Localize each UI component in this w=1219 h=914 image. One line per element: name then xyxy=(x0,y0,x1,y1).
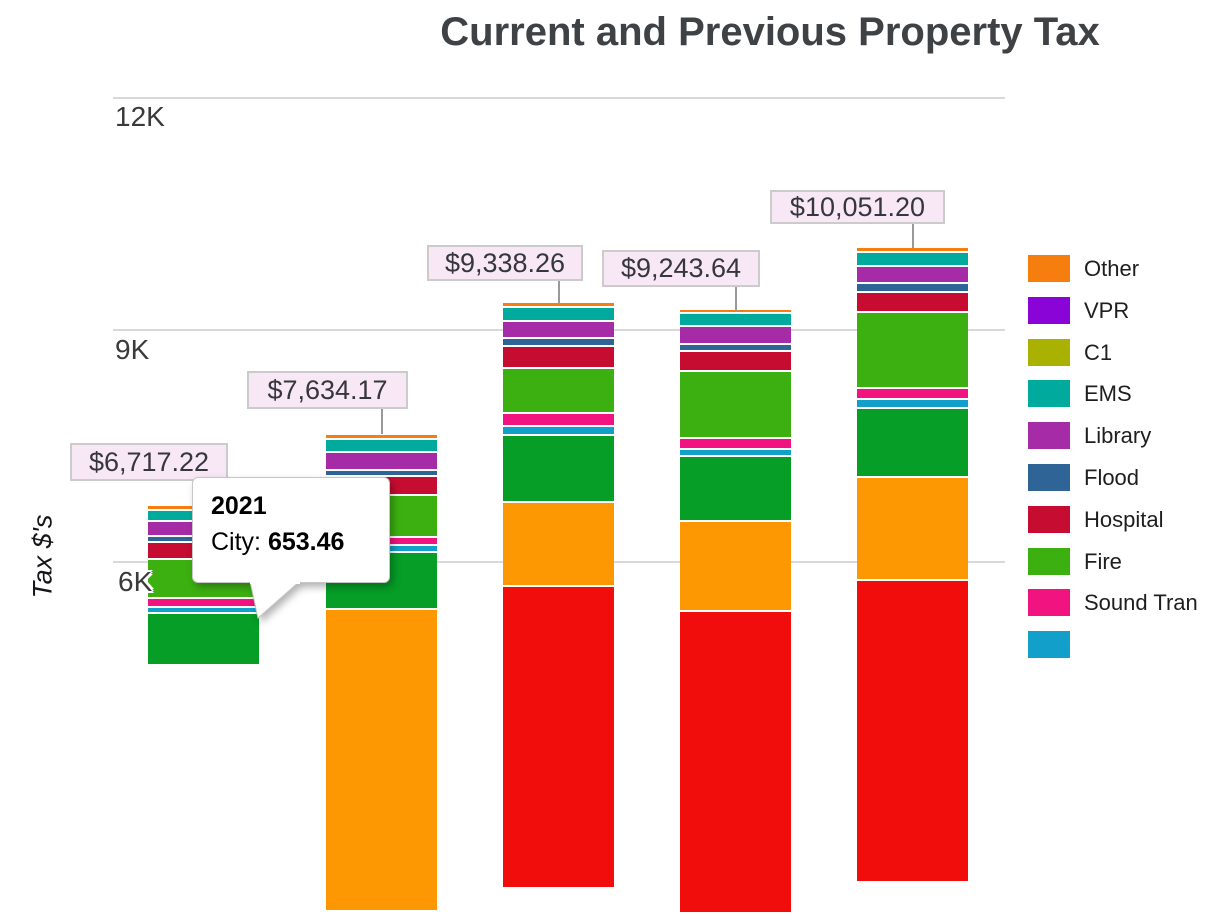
bar-segment-fire[interactable] xyxy=(503,368,614,412)
label-connector-line xyxy=(735,287,737,311)
bar-segment-other[interactable] xyxy=(503,302,614,306)
legend-swatch xyxy=(1028,631,1070,658)
legend-label: Library xyxy=(1084,422,1152,448)
bar-segment-ems[interactable] xyxy=(680,314,791,326)
bar-segment-library[interactable] xyxy=(326,452,437,469)
legend-label: Fire xyxy=(1084,548,1122,574)
tooltip-year: 2021 xyxy=(211,492,267,520)
bar-segment-other[interactable] xyxy=(326,434,437,438)
y-axis-title: Tax $'s xyxy=(27,514,58,599)
legend-swatch xyxy=(1028,506,1070,533)
legend-item-hospital[interactable]: Hospital xyxy=(1028,506,1163,533)
gridline xyxy=(113,97,1005,99)
bar-segment[interactable] xyxy=(503,426,614,434)
bar-segment-flood[interactable] xyxy=(503,338,614,345)
legend-item-c1[interactable]: C1 xyxy=(1028,339,1112,366)
bar-segment-sound-tran[interactable] xyxy=(680,439,791,449)
bar-segment-city[interactable] xyxy=(680,457,791,521)
bar-total-label: $9,338.26 xyxy=(427,245,583,281)
bar-segment[interactable] xyxy=(148,607,259,612)
bar-segment[interactable] xyxy=(857,580,968,881)
bar-total-label: $6,717.22 xyxy=(70,443,228,481)
bar-segment-flood[interactable] xyxy=(857,283,968,291)
bar-segment-library[interactable] xyxy=(857,266,968,282)
bar-segment-ems[interactable] xyxy=(326,439,437,451)
legend-swatch xyxy=(1028,297,1070,324)
bar-segment[interactable] xyxy=(857,399,968,407)
legend-swatch xyxy=(1028,255,1070,282)
bar-segment-flood[interactable] xyxy=(326,470,437,475)
bar-segment-sound-tran[interactable] xyxy=(148,599,259,606)
stacked-bar xyxy=(503,302,614,889)
bar-segment[interactable] xyxy=(680,522,791,611)
bar-segment-hospital[interactable] xyxy=(503,346,614,367)
chart-title: Current and Previous Property Tax xyxy=(440,10,1100,54)
legend-swatch xyxy=(1028,339,1070,366)
legend-swatch xyxy=(1028,464,1070,491)
bar-total-label: $10,051.20 xyxy=(770,190,945,224)
bar-segment-flood[interactable] xyxy=(680,345,791,351)
label-connector-line xyxy=(912,224,914,248)
bar-segment-hospital[interactable] xyxy=(680,352,791,371)
bar-segment-library[interactable] xyxy=(680,327,791,344)
label-connector-line xyxy=(381,409,383,434)
bar-total-label: $9,243.64 xyxy=(602,250,760,287)
bar-segment[interactable] xyxy=(680,612,791,913)
legend-label: EMS xyxy=(1084,380,1132,406)
legend-label: VPR xyxy=(1084,297,1130,323)
bar-total-label: $7,634.17 xyxy=(247,371,408,409)
bar-segment-other[interactable] xyxy=(857,247,968,251)
y-tick-label: 6K xyxy=(118,566,153,597)
legend-swatch xyxy=(1028,548,1070,575)
y-tick-label: 9K xyxy=(115,334,150,365)
bar-segment-library[interactable] xyxy=(503,321,614,337)
bar-segment[interactable] xyxy=(503,502,614,585)
tooltip-series-label: City: xyxy=(211,528,261,557)
bar-segment-fire[interactable] xyxy=(680,372,791,438)
legend-item-sound-tran[interactable]: Sound Tran xyxy=(1028,589,1198,616)
legend-label: Other xyxy=(1084,255,1140,281)
legend-label: Sound Tran xyxy=(1084,589,1198,615)
stacked-bar xyxy=(680,310,791,914)
tooltip-row: City: 653.46 xyxy=(211,524,389,560)
bar-segment[interactable] xyxy=(326,609,437,910)
legend-item-partial[interactable] xyxy=(1028,631,1070,658)
legend-label: C1 xyxy=(1084,339,1113,365)
stacked-bar xyxy=(857,247,968,883)
legend-item-library[interactable]: Library xyxy=(1028,422,1151,449)
tooltip-box: 2021 City: 653.46 xyxy=(192,477,390,583)
bar-segment[interactable] xyxy=(857,477,968,579)
y-tick-label: 12K xyxy=(115,101,165,132)
legend-item-vpr[interactable]: VPR xyxy=(1028,297,1129,324)
legend-item-ems[interactable]: EMS xyxy=(1028,380,1132,407)
bar-segment-sound-tran[interactable] xyxy=(503,413,614,425)
legend-swatch xyxy=(1028,422,1070,449)
bar-segment[interactable] xyxy=(680,450,791,456)
bar-segment-hospital[interactable] xyxy=(857,292,968,311)
bar-segment[interactable] xyxy=(503,586,614,887)
tooltip-tail-pointer xyxy=(249,581,301,619)
bar-segment-fire[interactable] xyxy=(857,312,968,387)
bar-segment-city[interactable] xyxy=(857,408,968,476)
legend-item-flood[interactable]: Flood xyxy=(1028,464,1139,491)
tooltip-value: 653.46 xyxy=(267,528,345,557)
legend-label: Flood xyxy=(1084,464,1140,490)
legend-label: Hospital xyxy=(1084,506,1164,532)
bar-segment-sound-tran[interactable] xyxy=(857,388,968,398)
bar-segment-city[interactable] xyxy=(503,435,614,501)
legend-swatch xyxy=(1028,380,1070,407)
legend-item-other[interactable]: Other xyxy=(1028,255,1139,282)
legend-swatch xyxy=(1028,589,1070,616)
legend-item-fire[interactable]: Fire xyxy=(1028,548,1122,575)
label-connector-line xyxy=(558,281,560,303)
bar-segment-ems[interactable] xyxy=(857,252,968,265)
bar-segment-ems[interactable] xyxy=(503,307,614,320)
bar-segment-other[interactable] xyxy=(680,310,791,313)
